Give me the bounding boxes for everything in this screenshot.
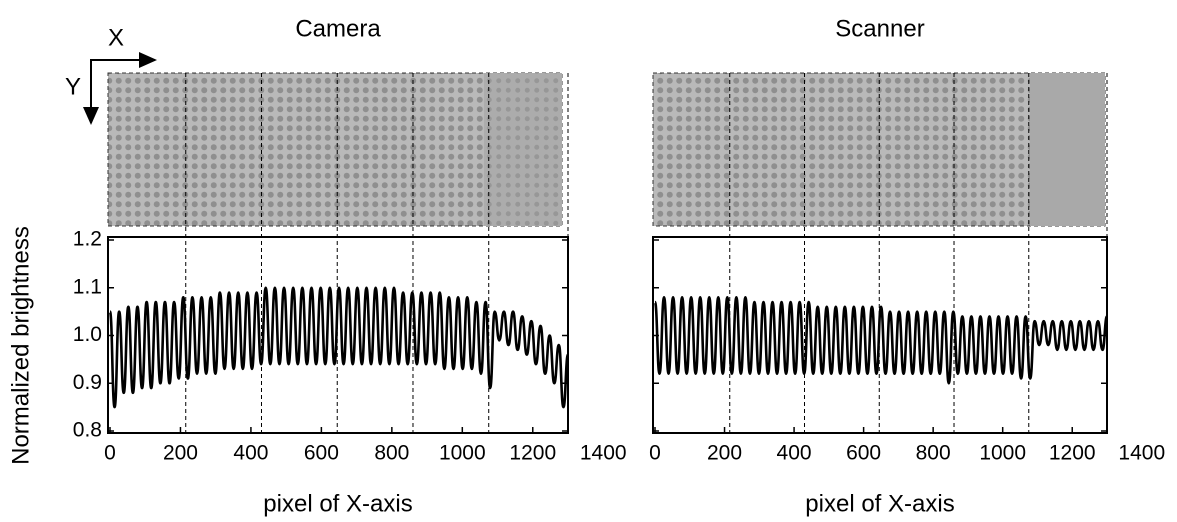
y-tick-label: 1.2 bbox=[73, 228, 102, 251]
y-tick-label: 1.0 bbox=[73, 323, 102, 346]
x-tick-label: 200 bbox=[707, 442, 742, 465]
y-axis-label: Normalized brightness bbox=[7, 226, 34, 465]
x-tick-label: 0 bbox=[104, 442, 116, 465]
x-tick-label: 600 bbox=[846, 442, 881, 465]
data-line bbox=[108, 286, 570, 409]
y-tick-label: 0.9 bbox=[73, 371, 102, 394]
x-axis-label: pixel of X-axis bbox=[263, 490, 412, 517]
chart-title: Scanner bbox=[835, 15, 924, 42]
x-tick-label: 1000 bbox=[439, 442, 486, 465]
x-tick-label: 1200 bbox=[1049, 442, 1096, 465]
camera-image-section bbox=[484, 73, 562, 226]
x-axis-label: pixel of X-axis bbox=[805, 490, 954, 517]
x-tick-label: 400 bbox=[777, 442, 812, 465]
x-tick-label: 0 bbox=[649, 442, 661, 465]
y-tick-label: 0.8 bbox=[73, 419, 102, 442]
y-arrow-label: Y bbox=[65, 73, 81, 100]
x-tick-label: 200 bbox=[163, 442, 198, 465]
x-tick-label: 1200 bbox=[509, 442, 556, 465]
y-tick-label: 1.1 bbox=[73, 275, 102, 298]
axis-arrows: X Y bbox=[65, 24, 157, 125]
x-arrow-label: X bbox=[108, 24, 124, 51]
x-tick-label: 400 bbox=[233, 442, 268, 465]
x-tick-label: 1000 bbox=[979, 442, 1026, 465]
data-line bbox=[653, 295, 1109, 385]
x-tick-label: 600 bbox=[304, 442, 339, 465]
x-tick-label: 1400 bbox=[1118, 442, 1165, 465]
x-tick-label: 800 bbox=[374, 442, 409, 465]
scanner-image-section bbox=[1030, 73, 1105, 226]
x-tick-label: 1400 bbox=[580, 442, 627, 465]
x-tick-label: 800 bbox=[916, 442, 951, 465]
chart-title: Camera bbox=[295, 15, 381, 42]
